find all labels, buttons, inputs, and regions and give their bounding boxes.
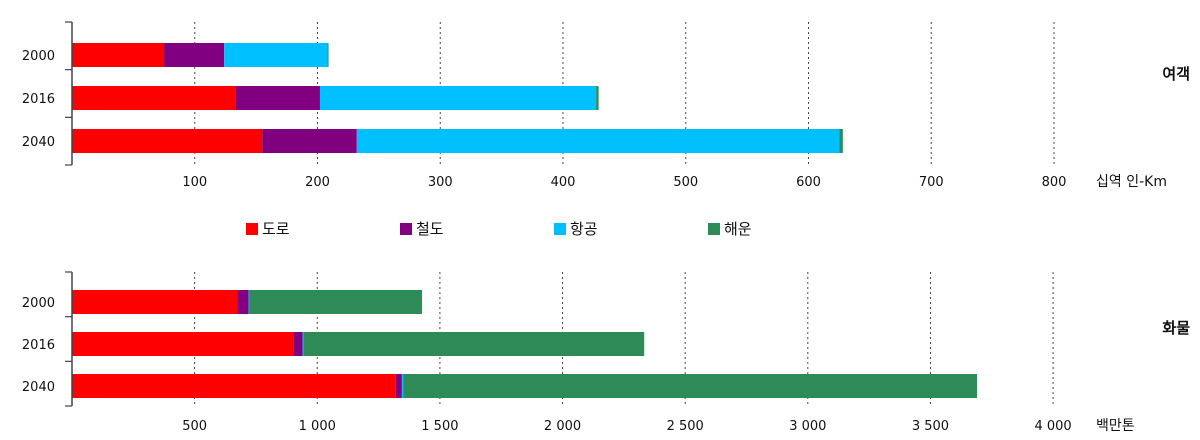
x-tick-label: 600	[796, 175, 821, 190]
bar-segment-2040-항공	[356, 129, 840, 153]
bar-segment-2040-항공	[401, 374, 404, 398]
bar-segment-2016-도로	[72, 86, 236, 110]
bar-segment-2040-철도	[262, 129, 357, 153]
legend-swatch-항공	[554, 223, 566, 235]
bar-segment-2016-철도	[293, 332, 303, 356]
bar-segment-2016-해운	[596, 86, 599, 110]
x-tick-label: 300	[428, 175, 453, 190]
bar-segment-2016-도로	[72, 332, 294, 356]
bar-segment-2040-도로	[72, 129, 263, 153]
category-label: 2040	[22, 135, 55, 150]
bar-segment-2016-항공	[319, 86, 597, 110]
bar-segment-2016-철도	[235, 86, 320, 110]
x-tick-label: 500	[182, 419, 207, 434]
panel-title: 여객	[1162, 65, 1190, 83]
legend-swatch-해운	[708, 223, 720, 235]
x-tick-label: 400	[551, 175, 576, 190]
category-label: 2016	[22, 338, 55, 353]
bar-segment-2000-해운	[249, 290, 423, 314]
bar-segment-2040-해운	[403, 374, 978, 398]
x-tick-label: 100	[182, 175, 207, 190]
x-tick-label: 800	[1042, 175, 1067, 190]
bar-segment-2000-항공	[248, 290, 250, 314]
legend-label: 도로	[262, 220, 290, 238]
category-label: 2000	[22, 296, 55, 311]
legend-swatch-도로	[246, 223, 258, 235]
x-tick-label: 1 500	[421, 419, 458, 434]
bar-segment-2000-해운	[327, 43, 329, 67]
bar-segment-2040-철도	[395, 374, 402, 398]
bar-segment-2000-철도	[237, 290, 249, 314]
bar-segment-2016-항공	[302, 332, 304, 356]
bar-segment-2000-도로	[72, 43, 165, 67]
bar-segment-2016-해운	[303, 332, 645, 356]
legend-label: 항공	[570, 220, 598, 238]
bar-segment-2040-도로	[72, 374, 396, 398]
x-tick-label: 2 000	[544, 419, 581, 434]
axis-unit-label: 십역 인-Km	[1096, 174, 1167, 190]
x-tick-label: 200	[305, 175, 330, 190]
legend-label: 철도	[416, 220, 444, 238]
x-tick-label: 3 000	[789, 419, 826, 434]
bar-segment-2000-도로	[72, 290, 238, 314]
category-label: 2040	[22, 380, 55, 395]
x-tick-label: 2 500	[667, 419, 704, 434]
x-tick-label: 3 500	[912, 419, 949, 434]
category-label: 2000	[22, 49, 55, 64]
legend-label: 해운	[724, 220, 752, 238]
legend-swatch-철도	[400, 223, 412, 235]
x-tick-label: 500	[673, 175, 698, 190]
bar-segment-2000-철도	[164, 43, 225, 67]
bar-segment-2000-항공	[224, 43, 328, 67]
x-tick-label: 700	[919, 175, 944, 190]
x-tick-label: 1 000	[299, 419, 336, 434]
bar-segment-2040-해운	[839, 129, 843, 153]
x-tick-label: 4 000	[1034, 419, 1071, 434]
panel-title: 화물	[1162, 319, 1190, 337]
axis-unit-label: 백만톤	[1096, 418, 1135, 434]
category-label: 2016	[22, 92, 55, 107]
